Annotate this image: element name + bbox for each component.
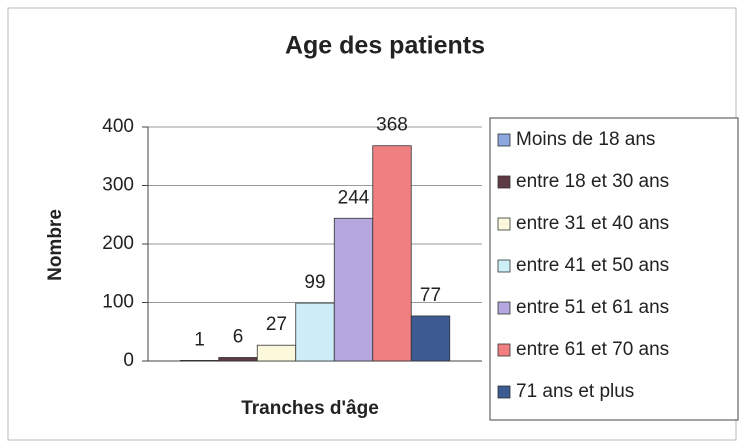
legend-label: 71 ans et plus [516, 381, 634, 402]
legend-label: entre 18 et 30 ans [516, 171, 669, 192]
bar [295, 302, 335, 362]
legend-swatch [497, 385, 511, 399]
y-tick-label: 300 [102, 175, 134, 196]
legend [489, 117, 739, 421]
y-tick-label: 400 [102, 116, 134, 137]
y-tick-label: 0 [123, 350, 134, 371]
bar [218, 357, 258, 362]
value-label: 27 [266, 314, 287, 335]
y-tick-label: 100 [102, 292, 134, 313]
value-label: 1 [194, 329, 205, 350]
bar [372, 145, 412, 362]
value-label: 368 [376, 115, 408, 136]
legend-swatch [497, 259, 511, 273]
bar [333, 217, 374, 362]
y-tick-label: 200 [102, 233, 134, 254]
value-label: 99 [304, 272, 325, 293]
legend-label: entre 51 et 61 ans [516, 297, 669, 318]
legend-swatch [497, 343, 511, 357]
legend-label: entre 61 et 70 ans [516, 339, 669, 360]
bar [410, 315, 451, 362]
legend-label: Moins de 18 ans [516, 129, 655, 150]
value-label: 244 [338, 187, 370, 208]
legend-swatch [497, 217, 511, 231]
chart-title: Age des patients [285, 32, 485, 60]
legend-swatch [497, 175, 511, 189]
legend-label: entre 31 et 40 ans [516, 213, 669, 234]
legend-label: entre 41 et 50 ans [516, 255, 669, 276]
bar [256, 344, 297, 362]
value-label: 77 [420, 285, 441, 306]
value-label: 6 [233, 327, 244, 348]
legend-swatch [497, 301, 511, 315]
y-axis-title: Nombre [45, 209, 66, 281]
x-axis-title: Tranches d'âge [241, 398, 379, 419]
legend-swatch [497, 133, 511, 147]
bar [179, 360, 220, 362]
